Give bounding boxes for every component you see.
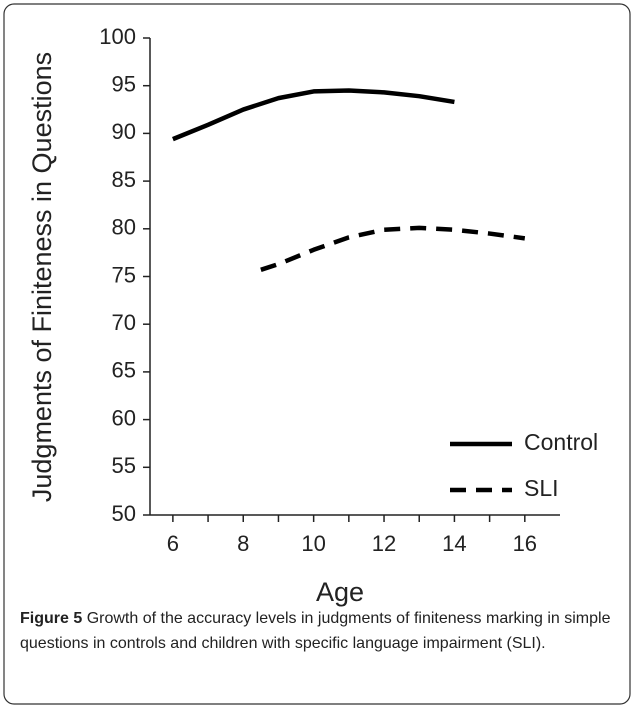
caption-text: Growth of the accuracy levels in judgmen…	[20, 610, 611, 652]
caption: Figure 5 Growth of the accuracy levels i…	[20, 606, 616, 656]
x-axis-label: Age	[316, 577, 364, 607]
caption-label: Figure 5	[20, 610, 83, 627]
y-axis-label: Judgments of Finiteness in Questions	[27, 52, 57, 502]
y-tick-label: 85	[112, 167, 136, 192]
x-tick-label: 16	[513, 531, 537, 556]
series-line	[172, 88, 455, 142]
x-tick-label: 14	[442, 531, 466, 556]
y-tick-label: 80	[112, 215, 136, 240]
x-tick-label: 10	[301, 531, 325, 556]
frame	[3, 3, 631, 705]
y-tick-label: 100	[99, 24, 136, 49]
x-tick-label: 8	[237, 531, 249, 556]
y-tick-label: 55	[112, 453, 136, 478]
y-tick-label: 95	[112, 72, 136, 97]
legend-label: SLI	[524, 475, 559, 501]
y-tick-label: 75	[112, 262, 136, 287]
legend-label: Control	[524, 429, 598, 455]
y-tick-label: 65	[112, 358, 136, 383]
y-tick-label: 60	[112, 405, 136, 430]
y-tick-label: 50	[112, 501, 136, 526]
y-tick-label: 90	[112, 119, 136, 144]
x-tick-label: 6	[167, 531, 179, 556]
y-tick-label: 70	[112, 310, 136, 335]
series-line	[260, 225, 526, 272]
x-tick-label: 12	[372, 531, 396, 556]
